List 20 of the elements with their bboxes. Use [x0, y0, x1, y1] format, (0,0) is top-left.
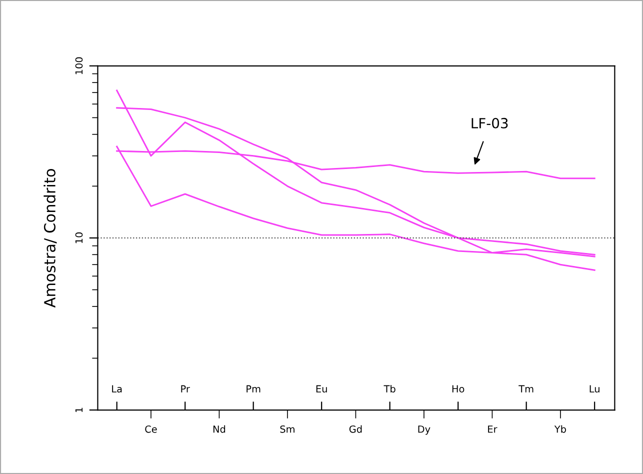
x-tick-label: Er — [488, 426, 498, 433]
x-tick-label: Ho — [452, 385, 464, 393]
y-tick-label: 100 — [75, 57, 83, 74]
x-tick-label: Eu — [316, 385, 327, 393]
x-tick-label: Dy — [418, 426, 430, 435]
x-tick-label: Tb — [384, 385, 396, 393]
x-tick-label: Pm — [246, 385, 260, 392]
y-tick-label: 10 — [75, 232, 83, 244]
y-axis-title: Amostra/ Condrito — [44, 169, 57, 308]
x-tick-label: Sm — [280, 425, 294, 433]
x-tick-label: Gd — [349, 425, 362, 433]
x-tick-label: La — [112, 385, 122, 393]
y-tick-label: 1 — [75, 408, 83, 412]
x-tick-label: Nd — [213, 425, 226, 433]
x-tick-label: Ce — [145, 425, 157, 433]
x-tick-label: Yb — [554, 425, 566, 433]
annotation: LF-03 — [472, 118, 508, 128]
x-tick-label: Lu — [590, 385, 600, 393]
x-tick-label: Pr — [181, 385, 190, 392]
x-tick-label: Tm — [518, 385, 534, 392]
